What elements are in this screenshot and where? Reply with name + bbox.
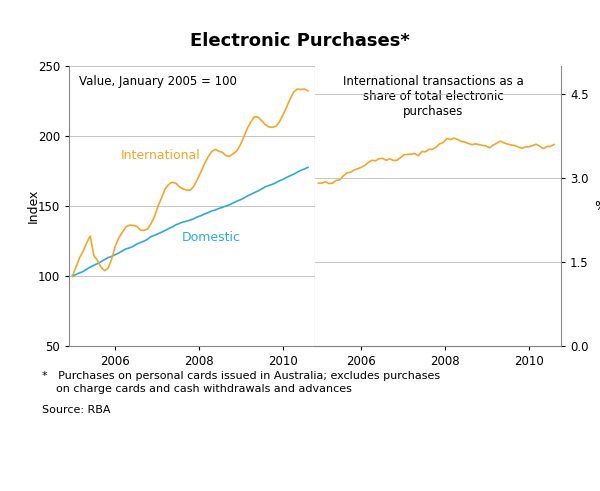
Text: Source: RBA: Source: RBA (42, 405, 110, 415)
Text: Domestic: Domestic (182, 230, 241, 244)
Y-axis label: Index: Index (27, 189, 40, 223)
Y-axis label: %: % (594, 200, 600, 213)
Text: International: International (121, 149, 200, 163)
Text: Electronic Purchases*: Electronic Purchases* (190, 32, 410, 50)
Text: International transactions as a
share of total electronic
purchases: International transactions as a share of… (343, 75, 523, 118)
Text: Value, January 2005 = 100: Value, January 2005 = 100 (79, 75, 237, 88)
Text: *   Purchases on personal cards issued in Australia; excludes purchases
    on c: * Purchases on personal cards issued in … (42, 371, 440, 394)
